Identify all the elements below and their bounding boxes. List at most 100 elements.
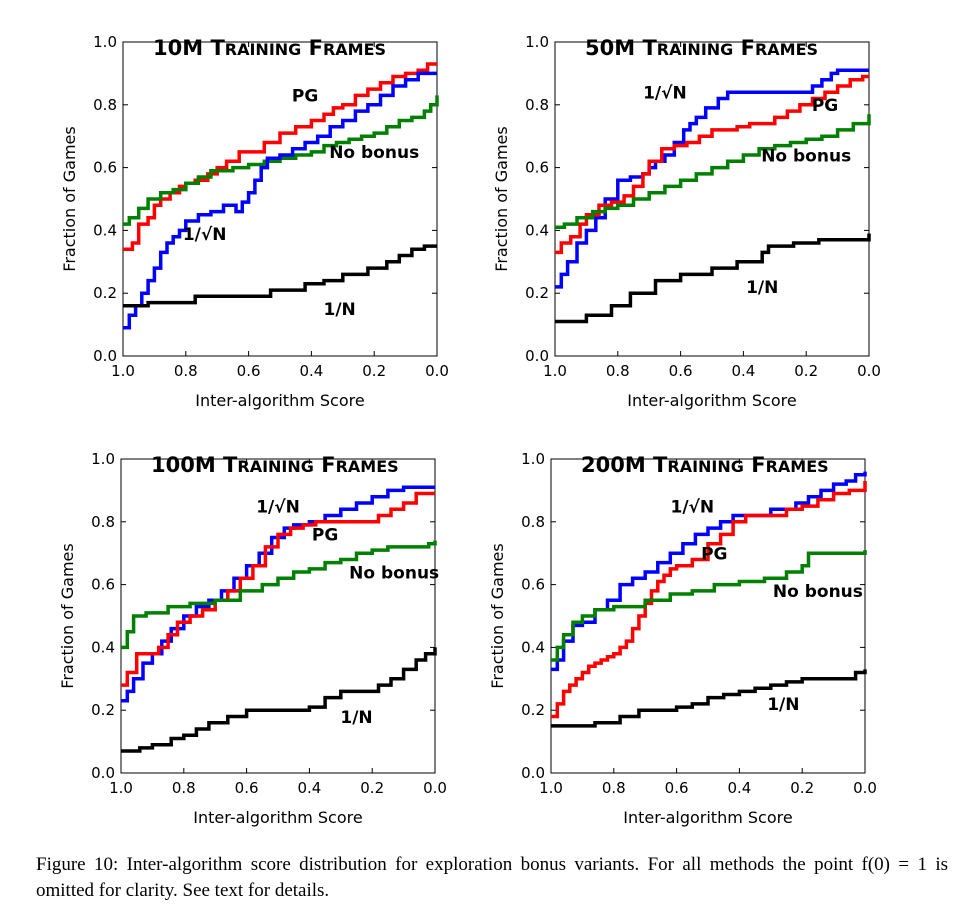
series-line bbox=[555, 233, 871, 324]
series-label: No bonus bbox=[329, 143, 419, 163]
panel-4: 1.0 0.8 0.6 0.4 0.2 0.0 0.0 0.2 0.4 0.6 0.8 1.0 Inte… bbox=[488, 450, 877, 827]
series-line bbox=[555, 68, 869, 289]
series-label: No bonus bbox=[761, 146, 851, 166]
series-label: PG bbox=[701, 544, 727, 564]
series-line bbox=[551, 550, 867, 662]
y-tick-label: 1.0 bbox=[521, 450, 545, 468]
series-label: 1/√N bbox=[670, 497, 714, 517]
x-tick-label: 0.2 bbox=[362, 362, 386, 380]
y-tick-label: 0.4 bbox=[91, 638, 115, 656]
x-tick-label: 0.8 bbox=[172, 779, 196, 797]
y-tick-label: 0.6 bbox=[93, 159, 117, 177]
y-axis-label: Fraction of Games bbox=[60, 126, 79, 271]
figure-caption: Figure 10: Inter-algorithm score distrib… bbox=[36, 854, 948, 901]
y-tick-label: 0.8 bbox=[93, 96, 117, 114]
series-line bbox=[121, 540, 437, 650]
y-tick-label: 0.2 bbox=[93, 284, 117, 302]
y-tick-label: 0.6 bbox=[525, 159, 549, 177]
x-tick-label: 1.0 bbox=[539, 779, 563, 797]
panel-1: 1.0 0.8 0.6 0.4 0.2 0.0 0.0 0.2 0.4 0.6 0.8 1.0 Inte… bbox=[60, 33, 449, 410]
x-axis-label: Inter-algorithm Score bbox=[195, 391, 364, 410]
y-axis-label: Fraction of Games bbox=[58, 543, 77, 688]
series-line bbox=[555, 74, 869, 255]
series-label: 1/N bbox=[746, 278, 778, 298]
series-line bbox=[123, 62, 437, 251]
series-line bbox=[123, 244, 437, 308]
x-tick-label: 0.6 bbox=[669, 362, 693, 380]
x-tick-label: 0.8 bbox=[602, 779, 626, 797]
series-label: 1/√N bbox=[256, 497, 300, 517]
series-label: PG bbox=[812, 96, 838, 116]
series-label: 1/N bbox=[324, 300, 356, 320]
panel-title: 50M TRAINING FRAMES bbox=[585, 36, 818, 60]
series-label: 1/N bbox=[767, 695, 799, 715]
y-tick-label: 0.0 bbox=[91, 764, 115, 782]
series-label: PG bbox=[312, 526, 338, 546]
y-tick-label: 0.4 bbox=[525, 221, 549, 239]
x-tick-label: 0.0 bbox=[857, 362, 881, 380]
series-label: 1/√N bbox=[183, 225, 227, 245]
x-axis-label: Inter-algorithm Score bbox=[627, 391, 796, 410]
y-tick-label: 0.8 bbox=[521, 513, 545, 531]
series-line bbox=[123, 95, 439, 226]
series-line bbox=[551, 481, 867, 719]
x-tick-label: 0.6 bbox=[235, 779, 259, 797]
panel-title: 200M TRAINING FRAMES bbox=[581, 453, 829, 477]
series-line bbox=[121, 491, 435, 687]
x-tick-label: 0.0 bbox=[423, 779, 447, 797]
series-label: No bonus bbox=[349, 563, 439, 583]
x-tick-label: 0.4 bbox=[299, 362, 323, 380]
x-tick-label: 0.2 bbox=[790, 779, 814, 797]
figure: 1.0 0.8 0.6 0.4 0.2 0.0 0.0 0.2 0.4 0.6 0.8 1.0 Inte… bbox=[58, 33, 881, 827]
x-tick-label: 1.0 bbox=[109, 779, 133, 797]
x-tick-label: 0.8 bbox=[174, 362, 198, 380]
axes-frame bbox=[554, 41, 870, 357]
y-tick-label: 1.0 bbox=[525, 33, 549, 51]
y-tick-label: 0.8 bbox=[525, 96, 549, 114]
y-tick-label: 0.2 bbox=[525, 284, 549, 302]
axes-frame bbox=[120, 458, 436, 774]
x-tick-label: 0.4 bbox=[727, 779, 751, 797]
y-tick-label: 0.2 bbox=[521, 701, 545, 719]
y-tick-label: 0.6 bbox=[91, 576, 115, 594]
series-line bbox=[121, 485, 435, 703]
y-tick-label: 0.0 bbox=[521, 764, 545, 782]
x-axis-label: Inter-algorithm Score bbox=[623, 808, 792, 827]
y-tick-label: 1.0 bbox=[91, 450, 115, 468]
axes-frame bbox=[122, 41, 438, 357]
series-label: 1/N bbox=[340, 708, 372, 728]
panel-3: 1.0 0.8 0.6 0.4 0.2 0.0 0.0 0.2 0.4 0.6 0.8 1.0 Inte… bbox=[58, 450, 447, 827]
x-tick-label: 0.2 bbox=[360, 779, 384, 797]
y-tick-label: 0.4 bbox=[93, 221, 117, 239]
x-tick-label: 0.4 bbox=[731, 362, 755, 380]
panel-title: 10M TRAINING FRAMES bbox=[153, 36, 386, 60]
series-line bbox=[551, 669, 867, 728]
y-tick-label: 1.0 bbox=[93, 33, 117, 51]
series-line bbox=[555, 114, 871, 230]
x-tick-label: 0.0 bbox=[853, 779, 877, 797]
series-line bbox=[121, 647, 437, 753]
y-tick-label: 0.0 bbox=[93, 347, 117, 365]
y-tick-label: 0.4 bbox=[521, 638, 545, 656]
x-tick-label: 0.0 bbox=[425, 362, 449, 380]
panel-2: 1.0 0.8 0.6 0.4 0.2 0.0 0.0 0.2 0.4 0.6 0.8 1.0 Inte… bbox=[492, 33, 881, 410]
x-tick-label: 0.8 bbox=[606, 362, 630, 380]
y-axis-label: Fraction of Games bbox=[488, 543, 507, 688]
x-tick-label: 0.2 bbox=[794, 362, 818, 380]
y-tick-label: 0.0 bbox=[525, 347, 549, 365]
x-tick-label: 0.6 bbox=[237, 362, 261, 380]
x-tick-label: 0.4 bbox=[297, 779, 321, 797]
y-tick-label: 0.6 bbox=[521, 576, 545, 594]
series-line bbox=[123, 71, 437, 330]
panel-title: 100M TRAINING FRAMES bbox=[151, 453, 399, 477]
x-tick-label: 0.6 bbox=[665, 779, 689, 797]
series-label: PG bbox=[292, 87, 318, 107]
axes-frame bbox=[550, 458, 866, 774]
x-axis-label: Inter-algorithm Score bbox=[193, 808, 362, 827]
x-tick-label: 1.0 bbox=[111, 362, 135, 380]
x-tick-label: 1.0 bbox=[543, 362, 567, 380]
y-tick-label: 0.8 bbox=[91, 513, 115, 531]
series-label: No bonus bbox=[773, 582, 863, 602]
series-line bbox=[551, 471, 867, 672]
y-axis-label: Fraction of Games bbox=[492, 126, 511, 271]
